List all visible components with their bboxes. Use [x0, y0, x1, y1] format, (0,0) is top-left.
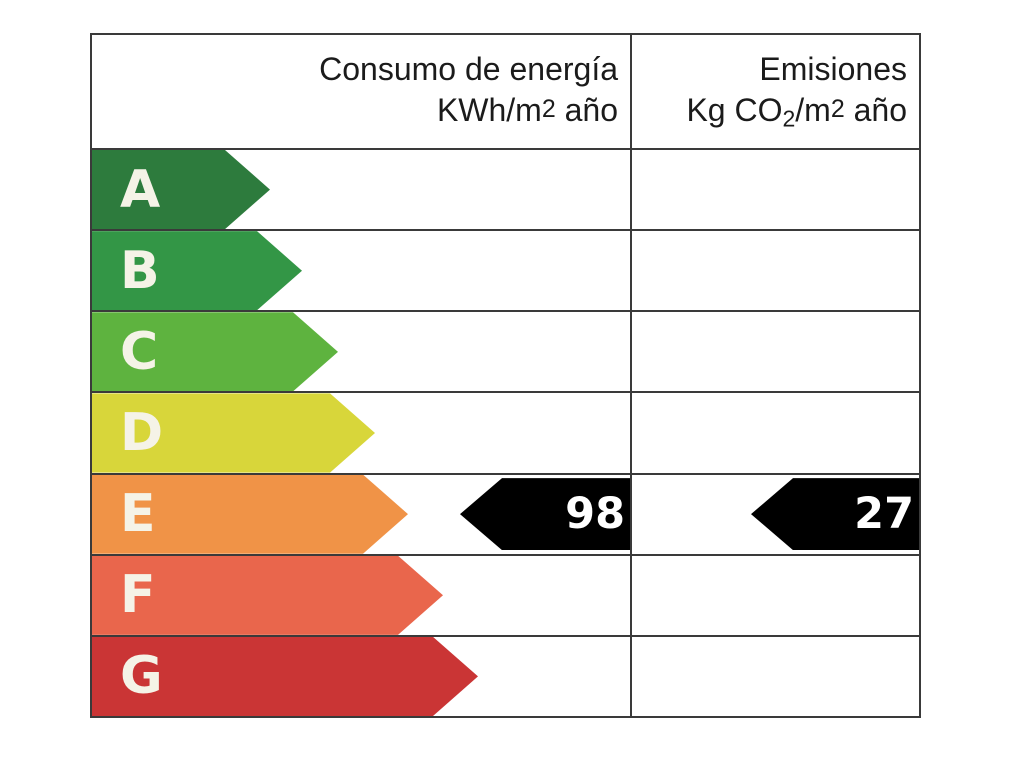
rating-letter: F: [120, 565, 156, 626]
emissions-value-marker-arrow: 27: [751, 478, 919, 551]
rating-letter: A: [120, 159, 161, 220]
rating-row-e-emissions-cell: 27: [630, 472, 919, 554]
emissions-header-line2: Kg CO2/m2 año: [632, 89, 907, 139]
header-text-part: /m: [795, 91, 831, 128]
header-text-part: 2: [830, 95, 845, 123]
rating-letter: C: [120, 321, 159, 382]
rating-arrow-a: A: [92, 150, 270, 229]
rating-arrow-b: B: [92, 231, 302, 310]
header-text-part: año: [555, 91, 618, 128]
rating-row-f-consumption-cell: F: [92, 553, 630, 635]
rating-row-b-emissions-cell: [630, 229, 919, 311]
rating-letter: D: [120, 402, 164, 463]
header-text-part: KWh/m: [436, 91, 542, 128]
rating-arrow-f: F: [92, 556, 443, 635]
header-text-part: Kg CO: [686, 91, 783, 128]
emissions-header-line1: Emisiones: [759, 51, 907, 87]
emissions-value: 27: [854, 489, 914, 540]
rating-row-d-emissions-cell: [630, 391, 919, 473]
rating-letter: B: [120, 240, 160, 301]
consumption-header: Consumo de energía KWh/m2 año: [92, 35, 630, 148]
emissions-header: Emisiones Kg CO2/m2 año: [630, 35, 919, 148]
rating-arrow-d: D: [92, 393, 375, 472]
consumption-value: 98: [565, 489, 625, 540]
rating-arrow-c: C: [92, 312, 338, 391]
rating-row-c-consumption-cell: C: [92, 310, 630, 391]
rating-row-a-consumption-cell: A: [92, 148, 630, 229]
rating-row-f-emissions-cell: [630, 553, 919, 635]
consumption-header-line2: KWh/m2 año: [92, 89, 618, 130]
consumption-header-line1: Consumo de energía: [319, 51, 618, 87]
rating-arrow-g: G: [92, 637, 478, 716]
rating-row-a-emissions-cell: [630, 148, 919, 230]
energy-rating-table: Consumo de energía KWh/m2 año Emisiones …: [90, 33, 921, 718]
rating-row-d-consumption-cell: D: [92, 391, 630, 472]
rating-arrow-e: E: [92, 475, 408, 554]
rating-row-e-consumption-cell: E 98: [92, 472, 630, 554]
rating-row-g-consumption-cell: G: [92, 634, 630, 716]
consumption-value-marker-arrow: 98: [460, 478, 630, 551]
rating-letter: E: [120, 484, 156, 545]
rating-letter: G: [120, 646, 163, 707]
header-text-part: 2: [541, 95, 556, 123]
rating-row-c-emissions-cell: [630, 310, 919, 392]
rating-row-g-emissions-cell: [630, 634, 919, 716]
header-text-part: 2: [782, 105, 796, 132]
header-text-part: año: [844, 91, 907, 128]
rating-row-b-consumption-cell: B: [92, 229, 630, 310]
